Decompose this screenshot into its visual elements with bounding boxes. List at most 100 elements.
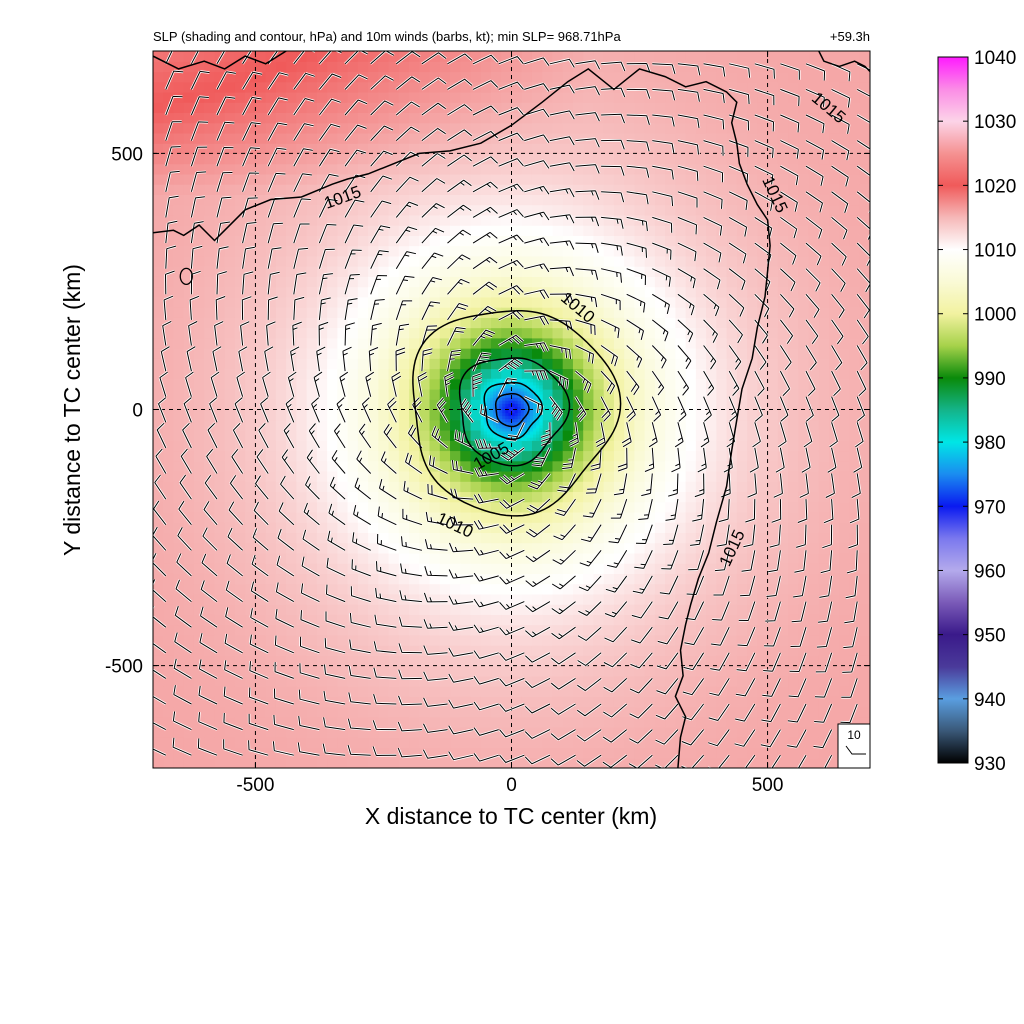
- slp-cell: [357, 522, 369, 534]
- slp-cell: [306, 470, 318, 482]
- slp-cell: [450, 132, 461, 144]
- slp-cell: [685, 481, 697, 493]
- slp-cell: [542, 634, 554, 646]
- slp-cell: [347, 91, 359, 103]
- slp-cell: [542, 706, 554, 718]
- slp-cell: [767, 573, 779, 585]
- slp-cell: [613, 317, 625, 329]
- slp-cell: [624, 389, 636, 400]
- slp-cell: [695, 153, 707, 165]
- slp-cell: [818, 645, 830, 656]
- slp-cell: [173, 389, 185, 400]
- slp-cell: [788, 655, 799, 667]
- slp-cell: [685, 706, 697, 718]
- slp-cell: [583, 470, 595, 482]
- slp-cell: [234, 286, 246, 298]
- slp-cell: [347, 368, 359, 380]
- slp-cell: [839, 307, 851, 318]
- slp-cell: [808, 614, 820, 626]
- slp-cell: [153, 706, 164, 718]
- slp-cell: [429, 481, 441, 493]
- slp-cell: [368, 214, 379, 226]
- slp-cell: [685, 122, 697, 134]
- slp-cell: [409, 716, 420, 728]
- slp-cell: [357, 655, 369, 667]
- slp-cell: [716, 419, 728, 431]
- slp-cell: [603, 727, 615, 738]
- slp-cell: [644, 81, 656, 93]
- slp-cell: [839, 389, 851, 400]
- slp-cell: [788, 91, 799, 103]
- slp-cell: [470, 102, 482, 114]
- slp-cell: [859, 583, 870, 595]
- slp-cell: [460, 737, 472, 749]
- slp-cell: [378, 51, 390, 62]
- slp-cell: [685, 153, 697, 165]
- slp-cell: [173, 204, 185, 216]
- slp-cell: [368, 757, 379, 768]
- slp-cell: [726, 604, 738, 615]
- slp-cell: [368, 173, 379, 185]
- slp-cell: [337, 276, 349, 288]
- slp-cell: [603, 132, 615, 144]
- slp-cell: [562, 358, 574, 370]
- slp-cell: [747, 71, 758, 83]
- slp-cell: [747, 522, 758, 534]
- slp-cell: [296, 655, 308, 667]
- slp-cell: [275, 675, 287, 687]
- slp-cell: [726, 634, 738, 646]
- slp-cell: [777, 307, 789, 318]
- slp-cell: [521, 624, 533, 636]
- slp-cell: [398, 532, 410, 544]
- slp-cell: [193, 440, 205, 452]
- slp-core-cell: [480, 397, 485, 401]
- slp-cell: [470, 511, 482, 523]
- slp-cell: [654, 522, 666, 534]
- slp-cell: [306, 501, 318, 513]
- slp-cell: [685, 675, 697, 687]
- slp-cell: [644, 409, 656, 421]
- slp-cell: [757, 727, 769, 738]
- slp-cell: [777, 225, 789, 236]
- slp-cell: [204, 727, 216, 738]
- slp-cell: [603, 573, 615, 585]
- slp-cell: [767, 604, 779, 615]
- slp-cell: [275, 593, 287, 605]
- slp-cell: [654, 235, 666, 247]
- slp-cell: [552, 511, 564, 523]
- slp-cell: [562, 368, 574, 380]
- slp-cell: [788, 266, 799, 277]
- slp-cell: [603, 460, 615, 472]
- slp-cell: [204, 501, 216, 513]
- slp-cell: [398, 686, 410, 697]
- slp-cell: [552, 522, 564, 534]
- slp-cell: [470, 173, 482, 185]
- slp-cell: [542, 624, 554, 636]
- slp-cell: [245, 173, 257, 185]
- slp-cell: [613, 194, 625, 206]
- slp-cell: [798, 235, 810, 247]
- slp-cell: [613, 112, 625, 124]
- slp-cell: [829, 511, 840, 523]
- slp-cell: [398, 327, 410, 339]
- slp-cell: [183, 378, 195, 390]
- slp-core-cell: [480, 418, 485, 423]
- slp-cell: [306, 542, 318, 554]
- slp-cell: [439, 686, 451, 697]
- slp-cell: [624, 153, 636, 165]
- slp-cell: [685, 419, 697, 431]
- slp-cell: [808, 286, 820, 298]
- slp-cell: [675, 194, 687, 206]
- slp-cell: [204, 686, 216, 697]
- slp-cell: [419, 378, 431, 390]
- slp-cell: [378, 552, 390, 564]
- slp-cell: [409, 143, 420, 155]
- slp-cell: [788, 286, 799, 298]
- slp-cell: [685, 440, 697, 452]
- slp-cell: [531, 614, 543, 626]
- slp-cell: [286, 184, 297, 195]
- slp-cell: [214, 307, 226, 318]
- slp-cell: [798, 71, 810, 83]
- slp-cell: [163, 737, 175, 749]
- slp-cell: [695, 593, 707, 605]
